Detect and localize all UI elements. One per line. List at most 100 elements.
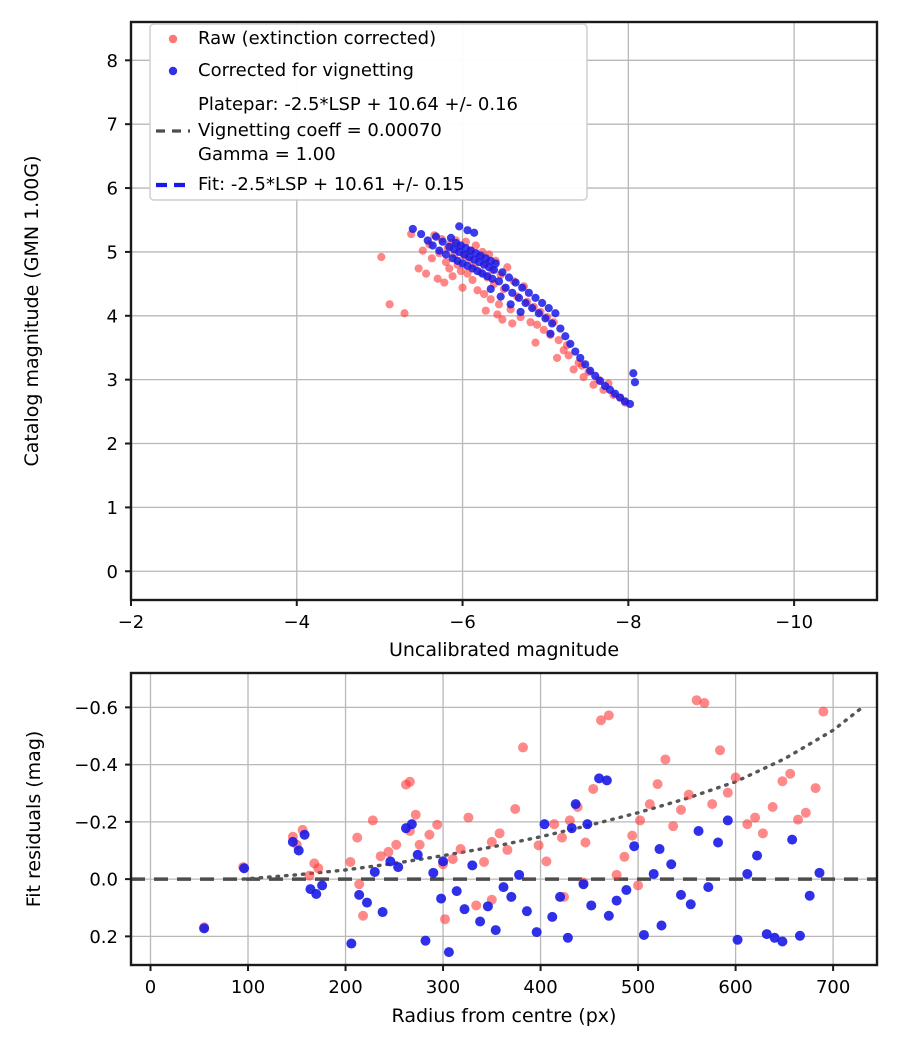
data-point — [438, 856, 449, 867]
data-point — [354, 879, 365, 890]
data-point — [654, 844, 665, 855]
data-point — [547, 319, 557, 328]
data-point — [750, 812, 761, 823]
data-point — [752, 850, 763, 861]
data-point — [683, 789, 694, 800]
data-point — [412, 849, 423, 860]
x-tick-label: 100 — [231, 977, 265, 998]
data-point — [722, 787, 733, 798]
data-point — [699, 698, 710, 709]
data-point — [408, 224, 417, 234]
data-point — [345, 856, 356, 867]
data-point — [633, 880, 644, 891]
data-point — [732, 934, 743, 945]
data-point — [554, 335, 563, 345]
data-point — [385, 856, 396, 867]
legend-box — [149, 23, 588, 201]
data-point — [793, 814, 804, 825]
x-tick-label: 200 — [328, 977, 362, 998]
data-point — [556, 324, 565, 333]
data-point — [551, 309, 560, 318]
data-point — [693, 826, 704, 837]
data-point — [414, 264, 423, 273]
data-point — [446, 233, 456, 242]
x-tick-label: 300 — [426, 977, 460, 998]
data-point — [611, 895, 622, 906]
data-point — [518, 283, 527, 292]
data-point — [432, 819, 443, 830]
data-point — [621, 884, 632, 895]
data-point — [479, 856, 490, 867]
data-point — [589, 380, 598, 389]
data-point — [675, 889, 686, 900]
y-tick-label: 0.0 — [89, 870, 118, 891]
data-point — [486, 284, 495, 294]
legend-label-0: Raw (extinction corrected) — [198, 28, 436, 49]
panel-frame — [129, 671, 879, 967]
data-point — [785, 768, 796, 779]
data-point — [490, 925, 501, 936]
x-tick-label: −4 — [284, 612, 311, 633]
data-point — [361, 897, 372, 908]
x-tick-label: 0 — [145, 977, 156, 998]
data-point — [358, 910, 369, 921]
data-point — [393, 862, 404, 873]
data-point — [635, 815, 646, 826]
data-point — [713, 837, 724, 848]
data-point — [494, 277, 504, 286]
data-point — [455, 844, 466, 855]
data-point — [468, 275, 477, 285]
vignetting-curve — [241, 705, 865, 881]
y-tick-label: 4 — [107, 306, 118, 327]
x-axis-label: Uncalibrated magnitude — [389, 639, 619, 661]
data-point — [668, 821, 679, 832]
data-point — [648, 868, 659, 879]
data-point — [534, 309, 543, 318]
data-point — [580, 837, 591, 848]
data-point — [436, 893, 447, 904]
data-point — [742, 819, 753, 830]
data-point — [730, 772, 741, 783]
data-point — [581, 360, 590, 369]
data-point — [514, 869, 525, 880]
data-point — [714, 745, 725, 756]
data-point — [491, 259, 500, 268]
data-point — [660, 754, 671, 765]
x-tick-label: 600 — [718, 977, 752, 998]
data-point — [313, 863, 324, 874]
data-point — [440, 914, 451, 925]
data-point — [508, 288, 517, 297]
data-point — [447, 854, 458, 865]
y-tick-label: 2 — [107, 434, 118, 455]
legend: Raw (extinction corrected) Corrected for … — [149, 23, 588, 201]
data-point — [420, 935, 431, 946]
data-point — [588, 783, 599, 794]
y-tick-label: 5 — [107, 242, 118, 263]
data-point — [596, 376, 605, 386]
data-point — [473, 286, 482, 295]
data-point — [707, 799, 718, 810]
data-point — [375, 851, 386, 862]
residuals-panel: 0 100 200 300 400 500 600 700 0.2 0.0 −0.2 −0.4 −0.6… — [23, 671, 879, 1027]
data-point — [475, 916, 486, 927]
data-point — [722, 815, 733, 826]
data-point — [742, 868, 753, 879]
data-point — [428, 867, 439, 878]
data-point — [463, 226, 472, 235]
data-point — [503, 263, 512, 272]
data-point — [555, 891, 566, 902]
series-corrected — [408, 222, 640, 409]
x-tick-label: −8 — [615, 612, 642, 633]
data-point — [504, 273, 514, 282]
data-point — [800, 807, 811, 818]
data-point — [470, 228, 479, 237]
data-point — [494, 300, 504, 309]
data-point — [459, 904, 470, 915]
data-point — [438, 237, 447, 246]
data-point — [571, 347, 580, 356]
data-point — [578, 879, 589, 890]
legend-label-5: Fit: -2.5*LSP + 10.61 +/- 0.15 — [198, 174, 465, 195]
data-point — [538, 298, 547, 308]
data-point — [533, 840, 544, 851]
